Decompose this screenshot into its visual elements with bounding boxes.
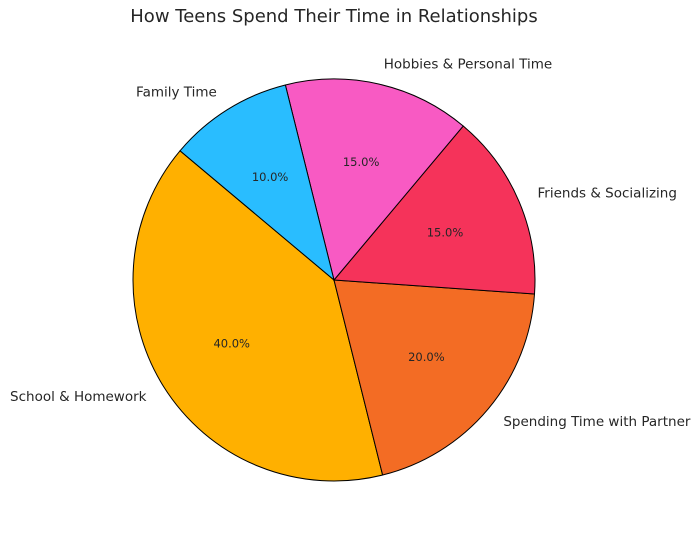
percent-label: 10.0%: [252, 170, 289, 184]
pie-slice: [332, 125, 536, 295]
slice-label: Hobbies & Personal Time: [384, 57, 552, 73]
percent-label: 40.0%: [213, 336, 250, 350]
pie-slice: [179, 84, 335, 282]
pie-slice: [284, 78, 464, 282]
slice-label: Family Time: [136, 84, 217, 100]
slice-label: School & Homework: [10, 389, 147, 405]
pie-slice: [132, 150, 384, 482]
percent-label: 15.0%: [343, 155, 380, 169]
slice-label: Spending Time with Partner: [503, 414, 691, 430]
percent-label: 20.0%: [408, 350, 445, 364]
pie-slice: [333, 279, 536, 476]
chart-title: How Teens Spend Their Time in Relationsh…: [130, 6, 537, 27]
slice-label: Friends & Socializing: [538, 186, 677, 202]
percent-label: 15.0%: [427, 225, 464, 239]
